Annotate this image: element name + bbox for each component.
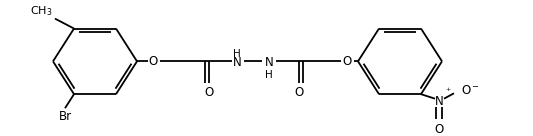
Text: O: O (434, 123, 443, 136)
Text: $^+$: $^+$ (444, 87, 452, 96)
Text: O$^-$: O$^-$ (461, 84, 480, 97)
Text: O: O (342, 55, 352, 68)
Text: N: N (434, 95, 443, 108)
Text: Br: Br (59, 110, 71, 123)
Text: O: O (148, 55, 158, 68)
Text: CH$_3$: CH$_3$ (30, 4, 53, 18)
Text: H: H (265, 70, 273, 80)
Text: O: O (204, 86, 214, 99)
Text: N: N (232, 56, 241, 69)
Text: O: O (294, 86, 304, 99)
Text: H: H (233, 49, 241, 59)
Text: N: N (264, 56, 273, 69)
